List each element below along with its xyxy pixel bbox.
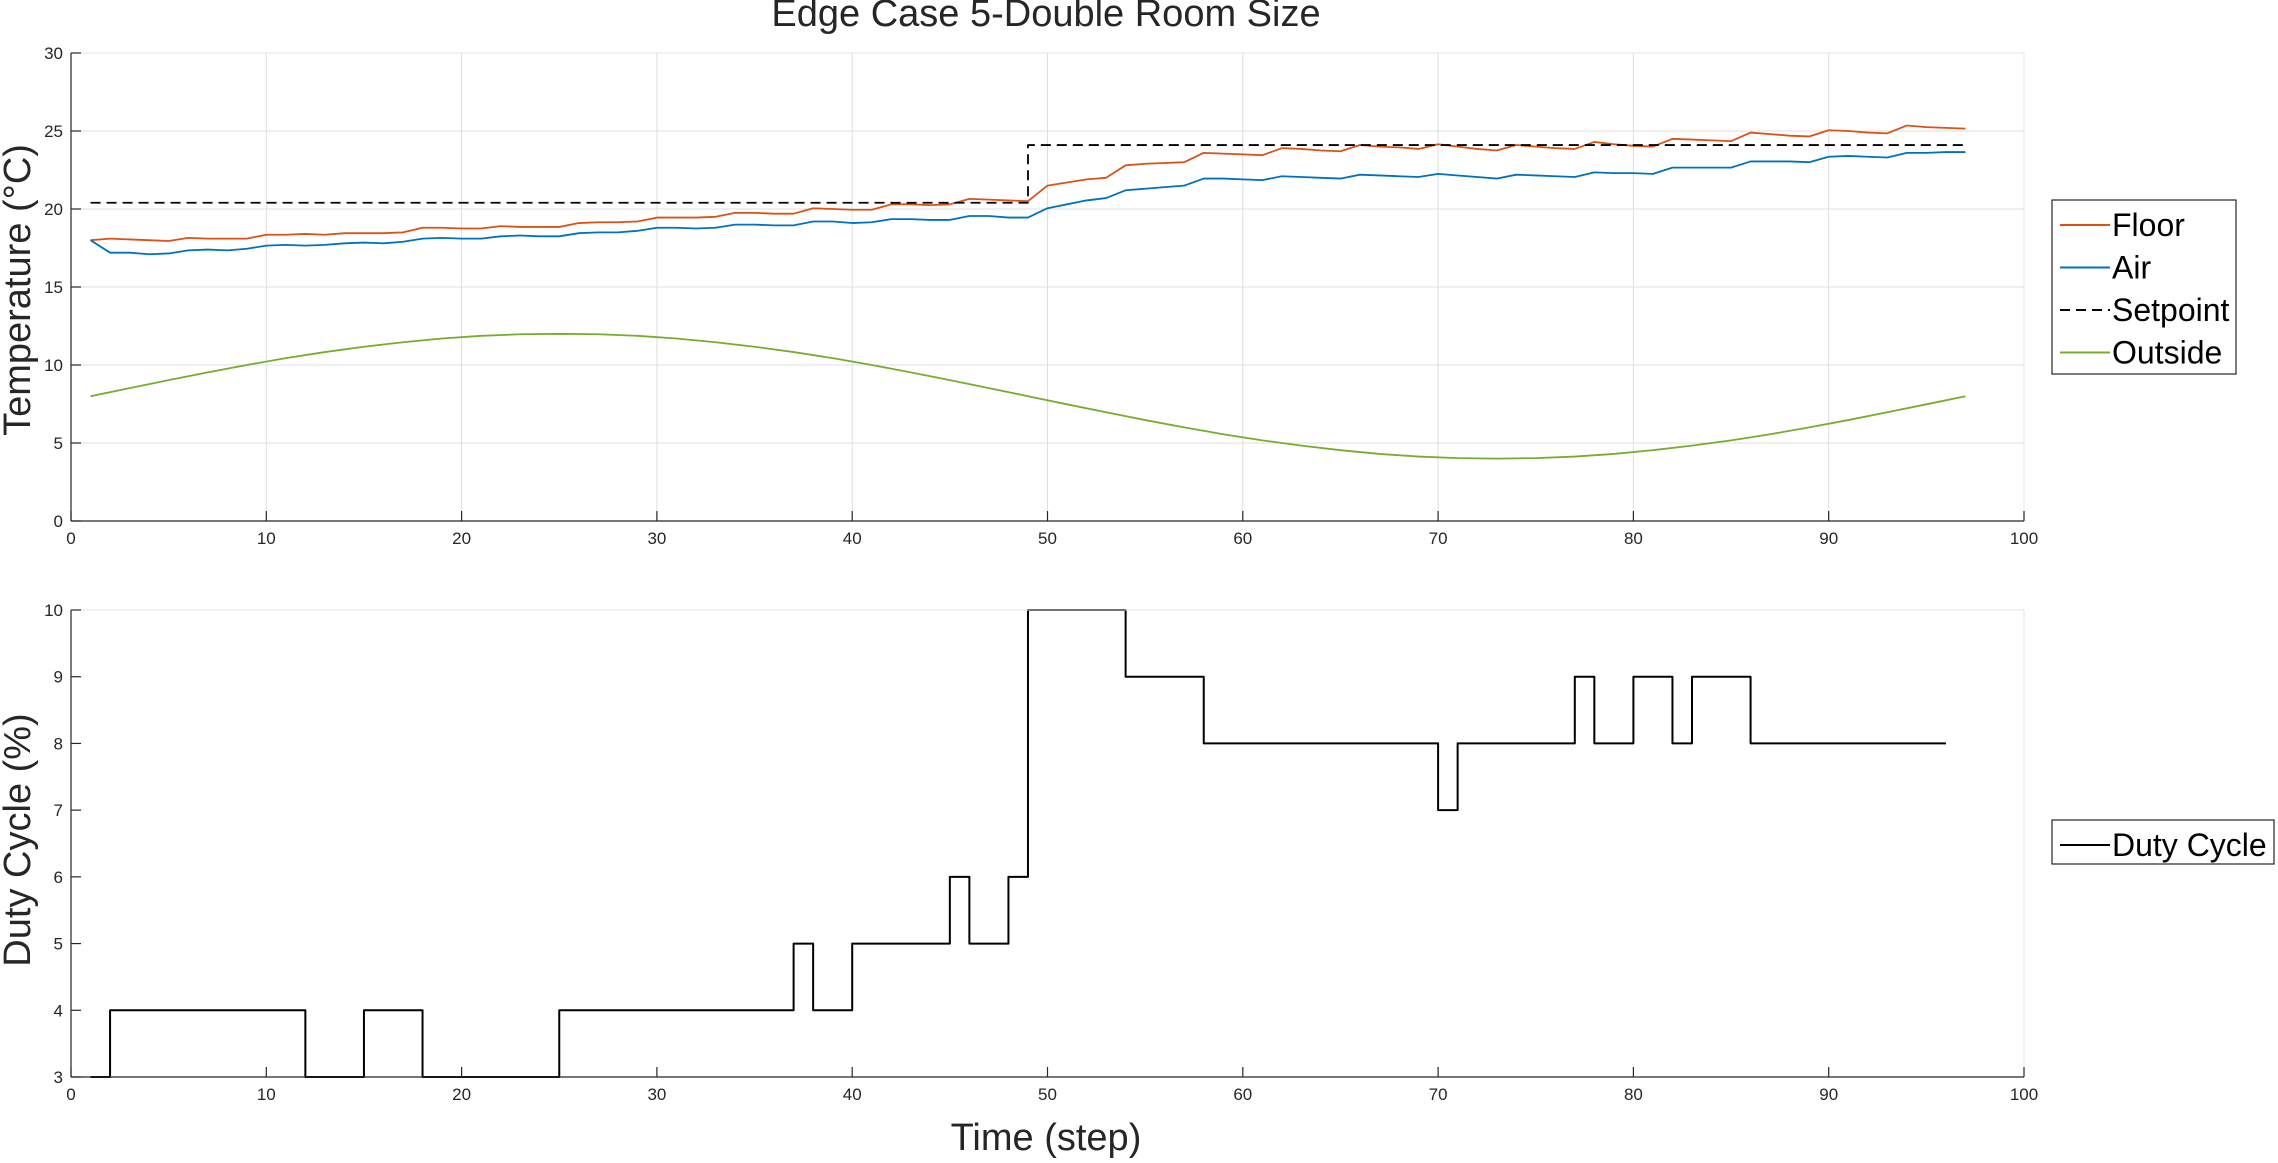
x-tick-label: 30 — [647, 529, 666, 548]
x-tick-label: 60 — [1233, 1085, 1252, 1104]
x-tick-label: 20 — [452, 1085, 471, 1104]
x-tick-label: 10 — [257, 1085, 276, 1104]
x-tick-label: 90 — [1819, 529, 1838, 548]
y-tick-label: 3 — [54, 1068, 63, 1087]
series-line-outside — [90, 332, 1966, 460]
series-line-setpoint — [90, 144, 1966, 204]
x-tick-label: 70 — [1429, 1085, 1448, 1104]
y-tick-label: 30 — [44, 44, 63, 63]
legend-label-air: Air — [2112, 250, 2151, 286]
legend-label-setpoint: Setpoint — [2112, 292, 2230, 328]
x-tick-label: 80 — [1624, 1085, 1643, 1104]
x-tick-label: 40 — [843, 1085, 862, 1104]
y-tick-label: 10 — [44, 356, 63, 375]
x-tick-label: 10 — [257, 529, 276, 548]
y-tick-label: 15 — [44, 278, 63, 297]
x-tick-label: 30 — [647, 1085, 666, 1104]
temperature-legend: Floor Air Setpoint Outside — [2051, 199, 2237, 375]
legend-label-duty-cycle: Duty Cycle — [2112, 827, 2267, 863]
legend-label-floor: Floor — [2112, 207, 2185, 243]
y-tick-label: 5 — [54, 434, 63, 453]
x-tick-label: 0 — [66, 1085, 75, 1104]
series-line-air — [90, 151, 1966, 256]
y-tick-label: 9 — [54, 668, 63, 687]
duty-cycle-plot: 0 10 20 30 40 50 60 70 80 90 100 3 4 5 6 7 8 9 10 — [44, 601, 2038, 1104]
x-tick-label: 20 — [452, 529, 471, 548]
temperature-plot: 0 10 20 30 40 50 60 70 80 90 100 0 5 10 15 20 25 30 — [44, 44, 2038, 548]
x-tick-label: 80 — [1624, 529, 1643, 548]
y-axis-label-duty-cycle: Duty Cycle (%) — [0, 713, 39, 966]
legend-label-outside: Outside — [2112, 335, 2222, 371]
x-axis-label-time: Time (step) — [951, 1117, 1142, 1158]
x-tick-label: 40 — [843, 529, 862, 548]
x-tick-label: 100 — [2010, 1085, 2038, 1104]
y-tick-label: 0 — [54, 512, 63, 531]
y-axis-label-temperature: Temperature (°C) — [0, 144, 39, 436]
chart-title: Edge Case 5-Double Room Size — [771, 0, 1320, 35]
x-tick-label: 90 — [1819, 1085, 1838, 1104]
series-line-duty-cycle — [90, 609, 1946, 1078]
y-tick-label: 5 — [54, 935, 63, 954]
duty-cycle-legend: Duty Cycle — [2051, 819, 2275, 865]
series-line-floor — [90, 124, 1966, 242]
y-tick-label: 8 — [54, 734, 63, 753]
y-tick-label: 25 — [44, 122, 63, 141]
x-tick-label: 50 — [1038, 529, 1057, 548]
x-tick-label: 0 — [66, 529, 75, 548]
x-tick-label: 100 — [2010, 529, 2038, 548]
y-tick-label: 10 — [44, 601, 63, 620]
x-tick-label: 70 — [1429, 529, 1448, 548]
y-tick-label: 20 — [44, 200, 63, 219]
legend-box — [2051, 199, 2237, 375]
legend-box — [2051, 819, 2275, 865]
y-tick-label: 4 — [54, 1001, 63, 1020]
x-tick-label: 60 — [1233, 529, 1252, 548]
y-tick-label: 6 — [54, 868, 63, 887]
y-tick-label: 7 — [54, 801, 63, 820]
x-tick-label: 50 — [1038, 1085, 1057, 1104]
